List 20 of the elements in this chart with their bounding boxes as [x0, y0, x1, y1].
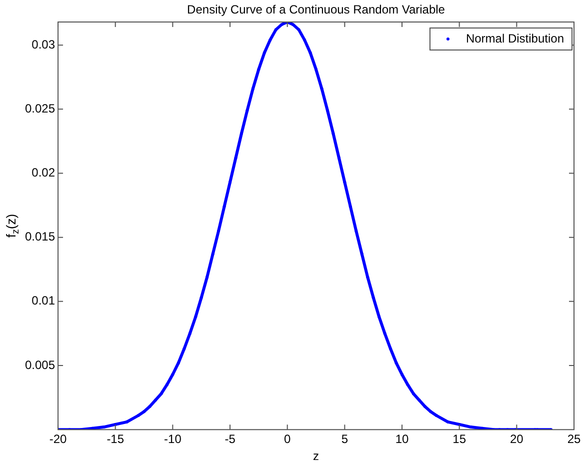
y-tick-label: 0.015 — [25, 230, 56, 244]
x-tick-label: 0 — [284, 432, 292, 446]
x-tick-label: 25 — [567, 432, 581, 446]
x-tick-label: 5 — [341, 432, 348, 446]
x-tick-label: -10 — [164, 432, 182, 446]
y-tick-label: 0.025 — [25, 101, 56, 116]
x-tick-label: -15 — [106, 432, 124, 446]
x-tick-label: 10 — [395, 432, 410, 446]
y-tick-label: 0.03 — [32, 37, 56, 52]
x-axis-title: z — [313, 448, 320, 463]
x-tick-label: 20 — [510, 432, 524, 446]
chart-title: Density Curve of a Continuous Random Variable — [187, 2, 446, 16]
y-tick-label: 0.005 — [25, 358, 56, 372]
y-tick-label: 0.01 — [32, 294, 56, 308]
x-tick-label: -5 — [224, 432, 236, 446]
legend-label: Normal Distibution — [466, 31, 564, 46]
x-tick-label: 15 — [452, 432, 466, 446]
x-tick-label: -20 — [49, 432, 68, 446]
y-axis-title: fz(z) — [4, 214, 22, 238]
y-tick-label: 0.02 — [32, 166, 56, 180]
